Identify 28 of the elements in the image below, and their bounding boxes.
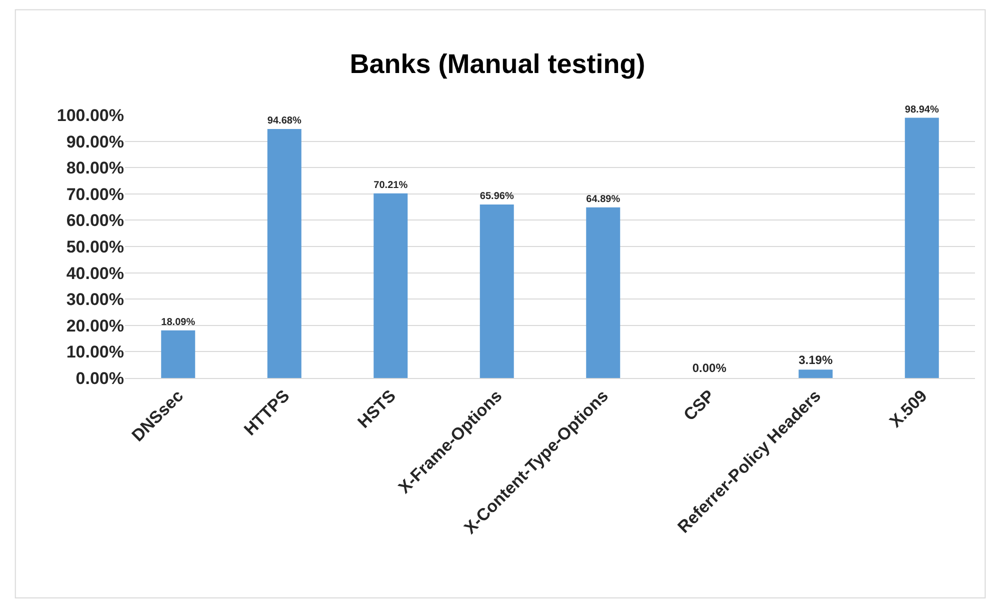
y-tick-label: 80.00% <box>66 158 124 178</box>
bar <box>161 330 196 378</box>
bar <box>480 204 514 378</box>
y-tick-label: 60.00% <box>66 211 124 230</box>
bar <box>586 207 620 378</box>
y-tick-label: 40.00% <box>66 264 124 283</box>
y-tick-label: 90.00% <box>66 132 124 152</box>
y-tick-label: 20.00% <box>66 316 124 336</box>
data-label: 18.09% <box>161 317 196 328</box>
bar <box>798 370 833 378</box>
chart-title: Banks (Manual testing) <box>350 49 646 80</box>
y-tick-label: 0.00% <box>76 368 124 388</box>
bar <box>374 193 408 378</box>
data-label: 64.89% <box>586 194 620 205</box>
data-label: 98.94% <box>904 104 939 116</box>
data-label: 70.21% <box>374 180 408 191</box>
data-label: 65.96% <box>480 191 514 202</box>
y-tick-label: 30.00% <box>66 290 124 310</box>
y-tick-label: 10.00% <box>66 342 124 362</box>
x-tick-label: CSP <box>680 386 718 424</box>
data-label: 0.00% <box>692 361 727 376</box>
y-tick-label: 100.00% <box>56 106 124 125</box>
data-label: 94.68% <box>267 116 302 127</box>
bar <box>267 128 302 378</box>
data-label: 3.19% <box>798 352 833 367</box>
bar <box>904 118 939 378</box>
y-tick-label: 70.00% <box>66 184 124 204</box>
y-tick-label: 50.00% <box>66 237 124 256</box>
